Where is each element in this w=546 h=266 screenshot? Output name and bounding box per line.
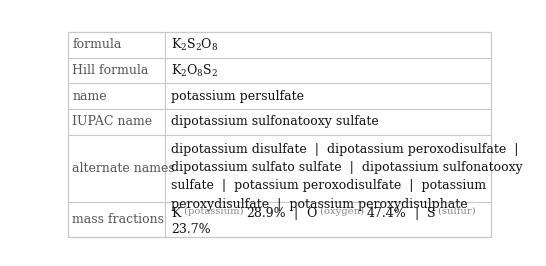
Text: dipotassium sulfonatooxy sulfate: dipotassium sulfonatooxy sulfate — [171, 115, 379, 128]
Text: |: | — [286, 207, 306, 220]
Text: name: name — [73, 90, 107, 103]
Text: formula: formula — [73, 38, 122, 51]
Text: (potassium): (potassium) — [181, 207, 246, 216]
Text: 28.9%: 28.9% — [246, 207, 286, 220]
Text: alternate names: alternate names — [73, 162, 175, 175]
Text: 47.4%: 47.4% — [367, 207, 407, 220]
Text: mass fractions: mass fractions — [73, 213, 164, 226]
Text: dipotassium disulfate  |  dipotassium peroxodisulfate  |: dipotassium disulfate | dipotassium pero… — [171, 143, 519, 156]
Text: potassium persulfate: potassium persulfate — [171, 90, 304, 103]
Text: sulfate  |  potassium peroxodisulfate  |  potassium: sulfate | potassium peroxodisulfate | po… — [171, 179, 486, 192]
Text: O: O — [306, 207, 317, 220]
Text: peroxydisulfate  |  potassium peroxydisulphate: peroxydisulfate | potassium peroxydisulp… — [171, 198, 468, 211]
Text: (oxygen): (oxygen) — [317, 207, 367, 216]
Text: K: K — [171, 207, 181, 220]
Text: IUPAC name: IUPAC name — [73, 115, 152, 128]
Text: 23.7%: 23.7% — [171, 223, 211, 236]
Text: S: S — [427, 207, 435, 220]
Text: dipotassium sulfato sulfate  |  dipotassium sulfonatooxy: dipotassium sulfato sulfate | dipotassiu… — [171, 161, 523, 174]
Text: (sulfur): (sulfur) — [435, 207, 476, 216]
Text: $\mathregular{K_2O_8S_2}$: $\mathregular{K_2O_8S_2}$ — [171, 63, 218, 78]
Text: Hill formula: Hill formula — [73, 64, 149, 77]
Text: $\mathregular{K_2S_2O_8}$: $\mathregular{K_2S_2O_8}$ — [171, 37, 218, 53]
Text: |: | — [407, 207, 427, 220]
